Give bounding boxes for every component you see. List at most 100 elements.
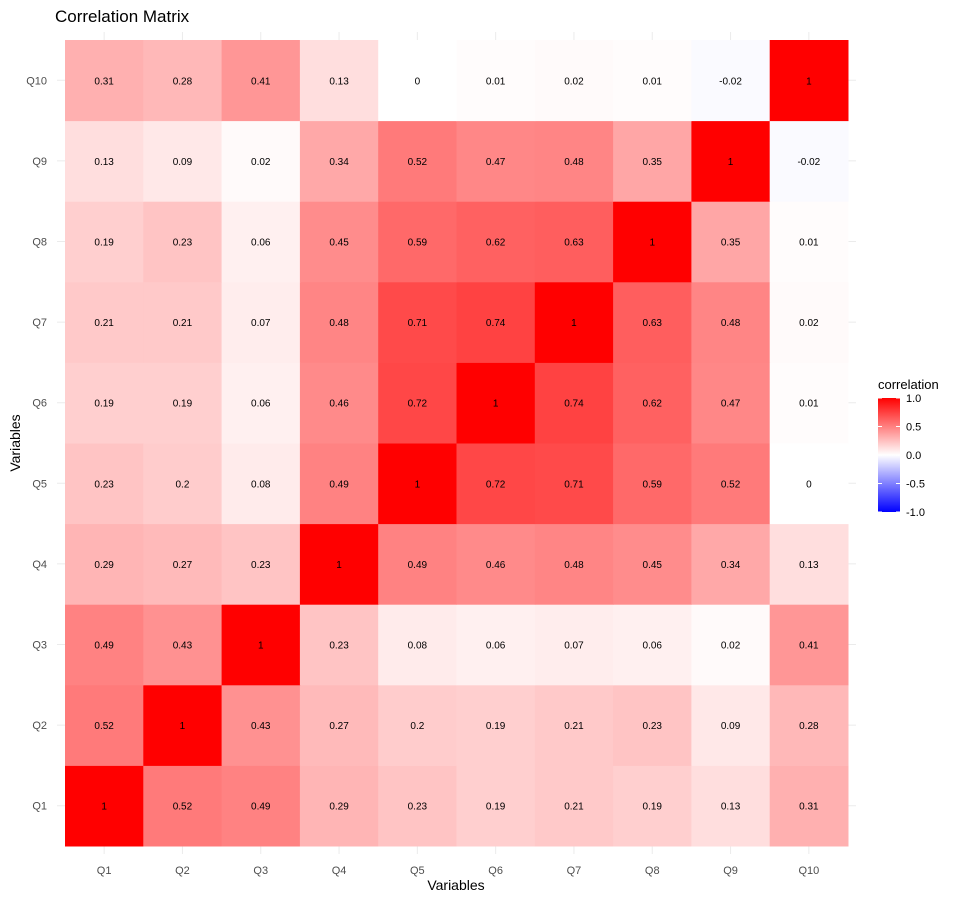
legend-ticks: 1.0 0.5 0.0 -0.5 -1.0 [878,393,925,519]
cell-value-label: 0.19 [486,721,506,732]
heatmap-cell [769,523,849,605]
heatmap-cell [534,120,614,202]
heatmap-cell [143,443,223,525]
legend-tick-label: 1.0 [906,393,921,405]
x-tick-label: Q6 [488,865,503,877]
heatmap-cell [299,40,379,122]
cell-value-label: -0.02 [719,76,742,87]
cell-value-label: 0.19 [94,238,114,249]
heatmap-cell [613,40,692,122]
heatmap-cell [534,523,614,605]
cell-value-label: 0.02 [564,76,584,87]
cell-value-label: 0.52 [173,802,193,813]
cell-value-label: 0.08 [408,641,428,652]
y-tick-label: Q10 [26,75,47,87]
heatmap-cell [65,362,144,444]
cell-value-label: 1 [571,318,577,329]
heatmap-cell [221,281,301,363]
heatmap-cell [534,281,614,363]
legend-tick-label: 0.5 [906,422,921,434]
cell-value-label: 0.08 [251,479,271,490]
heatmap-cell [613,684,692,766]
heatmap-cell [299,362,379,444]
heatmap-cell [691,604,771,686]
cell-value-label: 0.21 [564,721,584,732]
heatmap-cell [65,281,144,363]
cell-value-label: 0.48 [564,560,584,571]
cell-value-label: 0.13 [94,157,114,168]
heatmap-cell [769,281,849,363]
x-tick-label: Q2 [175,865,190,877]
x-tick-label: Q3 [253,865,268,877]
cell-value-label: 0.48 [564,157,584,168]
cell-value-label: 0.41 [251,76,271,87]
heatmap-cell [221,40,301,122]
cell-value-label: 0.01 [799,238,819,249]
heatmap-cell [534,765,614,847]
cell-value-label: 0.28 [799,721,819,732]
cell-value-label: 0.48 [721,318,741,329]
cell-value-label: 0.06 [251,399,271,410]
heatmap-cell [613,523,692,605]
heatmap-cell [613,362,692,444]
heatmap-cell [299,201,379,283]
heatmap-cell [613,443,692,525]
heatmap-cell [221,604,301,686]
cell-value-label: 0.06 [486,641,506,652]
heatmap-cell [456,443,536,525]
cell-value-label: 0.27 [173,560,193,571]
cell-value-label: 0.01 [643,76,663,87]
cell-value-label: 0.09 [721,721,741,732]
cell-value-label: 0.19 [94,399,114,410]
heatmap-cell [456,120,536,202]
heatmap-cell [456,604,536,686]
y-tick-label: Q6 [32,398,47,410]
y-tick-label: Q8 [32,237,47,249]
heatmap-cell [613,120,692,202]
heatmap-cell [378,684,457,766]
cell-value-label: 1 [806,76,812,87]
heatmap-cell [299,523,379,605]
heatmap-cell [299,684,379,766]
heatmap-cell [221,523,301,605]
heatmap-cell [221,765,301,847]
x-tick-label: Q1 [97,865,112,877]
heatmap-cell [769,684,849,766]
heatmap-cell [534,604,614,686]
heatmap-cell [143,201,223,283]
cell-value-label: 0.02 [799,318,819,329]
heatmap-cell [456,684,536,766]
heatmap-cell [65,40,144,122]
cell-value-label: 0.49 [329,479,349,490]
cell-value-label: 0.45 [643,560,663,571]
heatmap-cell [769,765,849,847]
heatmap-cell [378,443,457,525]
heatmap-cell [65,523,144,605]
x-tick-label: Q10 [798,865,819,877]
cell-value-label: 0.74 [486,318,506,329]
cell-value-label: 0.35 [721,238,741,249]
cell-value-label: 0.02 [251,157,271,168]
cell-value-label: 0.34 [721,560,741,571]
y-tick-label: Q4 [32,559,47,571]
heatmap-cell [378,120,457,202]
cell-value-label: 0.13 [721,802,741,813]
legend-colorbar [878,398,900,512]
heatmap-cell [221,684,301,766]
cell-value-label: 0.34 [329,157,349,168]
cell-value-label: 0.41 [799,641,819,652]
cell-value-label: 0.01 [799,399,819,410]
heatmap-cell [221,201,301,283]
cell-value-label: 0.72 [408,399,428,410]
heatmap-cell [534,443,614,525]
heatmap-cell [691,120,771,202]
heatmap-cell [769,201,849,283]
heatmap-cell [143,523,223,605]
heatmap-cell [65,201,144,283]
heatmap-cell [299,604,379,686]
cell-value-label: 0.47 [486,157,506,168]
y-tick-label: Q2 [32,720,47,732]
legend-tick-label: -0.5 [906,479,925,491]
heatmap-cell [378,362,457,444]
x-tick-label: Q5 [410,865,425,877]
